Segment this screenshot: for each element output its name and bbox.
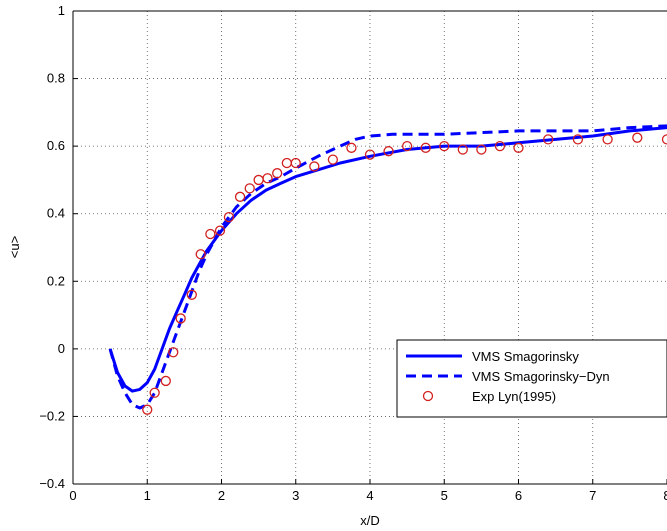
y-axis-label: <u> xyxy=(7,236,22,258)
legend-label: VMS Smagorinsky xyxy=(472,349,579,364)
x-tick-label: 3 xyxy=(292,488,299,503)
exp-data-point xyxy=(401,140,413,152)
exp-data-point xyxy=(214,225,226,236)
exp-data-point xyxy=(223,211,235,223)
exp-data-point xyxy=(168,347,179,358)
legend-box xyxy=(396,339,667,418)
exp-data-point xyxy=(244,183,255,194)
exp-data-point xyxy=(234,191,246,202)
y-tick-label: 0 xyxy=(58,341,65,356)
exp-data-point xyxy=(195,249,206,260)
exp-data-point xyxy=(175,313,186,324)
series xyxy=(108,124,667,415)
exp-data-point xyxy=(602,134,613,145)
exp-data-point xyxy=(364,149,376,160)
exp-data-point xyxy=(439,140,450,152)
x-tick-label: 6 xyxy=(515,488,522,503)
exp-data-point xyxy=(272,168,283,179)
legend-marker xyxy=(422,390,434,402)
exp-data-point xyxy=(205,228,216,240)
x-tick-label: 7 xyxy=(589,488,596,503)
ticks: 0 1 2 3 4 5 6 7 8 −0.4 −0.2 0 0.2 0.4 0.6 0.8 1 xyxy=(39,3,667,503)
exp-data-point xyxy=(476,144,487,155)
exp-data-point xyxy=(543,134,554,145)
y-tick-label: −0.4 xyxy=(39,476,65,491)
grid xyxy=(73,11,667,484)
exp-data-point xyxy=(513,142,524,153)
exp-data-point xyxy=(149,387,160,398)
x-axis-label: x/D xyxy=(360,513,380,528)
exp-data-point xyxy=(186,289,197,300)
y-tick-label: 0.2 xyxy=(47,273,65,288)
exp-data-point xyxy=(661,134,667,145)
exp-data-point xyxy=(572,134,584,145)
exp-data-point xyxy=(494,140,506,152)
legend-label: Exp Lyn(1995) xyxy=(472,389,556,404)
x-tick-label: 4 xyxy=(366,488,373,503)
legend-label: VMS Smagorinsky−Dyn xyxy=(472,369,610,384)
exp-data-point xyxy=(632,132,643,143)
exp-data-point xyxy=(383,146,394,157)
legend: VMS Smagorinsky VMS Smagorinsky−Dyn Exp Ly… xyxy=(396,339,667,418)
x-tick-label: 2 xyxy=(218,488,225,503)
exp-data-point xyxy=(309,161,320,172)
y-tick-label: 0.6 xyxy=(47,138,65,153)
y-tick-label: 1 xyxy=(58,3,65,18)
exp-data-point xyxy=(290,157,301,169)
y-tick-label: −0.2 xyxy=(39,408,65,423)
exp-data-point xyxy=(327,154,339,165)
exp-data-point xyxy=(420,142,431,153)
x-tick-label: 8 xyxy=(663,488,667,503)
x-tick-label: 1 xyxy=(144,488,151,503)
exp-data-point xyxy=(142,404,153,415)
exp-data-point xyxy=(253,174,264,186)
exp-data-point xyxy=(262,173,273,184)
exp-data-point xyxy=(160,375,171,387)
exp-data-point xyxy=(457,144,468,155)
y-tick-label: 0.4 xyxy=(47,206,65,221)
x-tick-label: 5 xyxy=(441,488,448,503)
x-tick-label: 0 xyxy=(69,488,76,503)
exp-data-point xyxy=(281,157,292,169)
exp-data-point xyxy=(346,142,357,153)
y-tick-label: 0.8 xyxy=(47,71,65,86)
